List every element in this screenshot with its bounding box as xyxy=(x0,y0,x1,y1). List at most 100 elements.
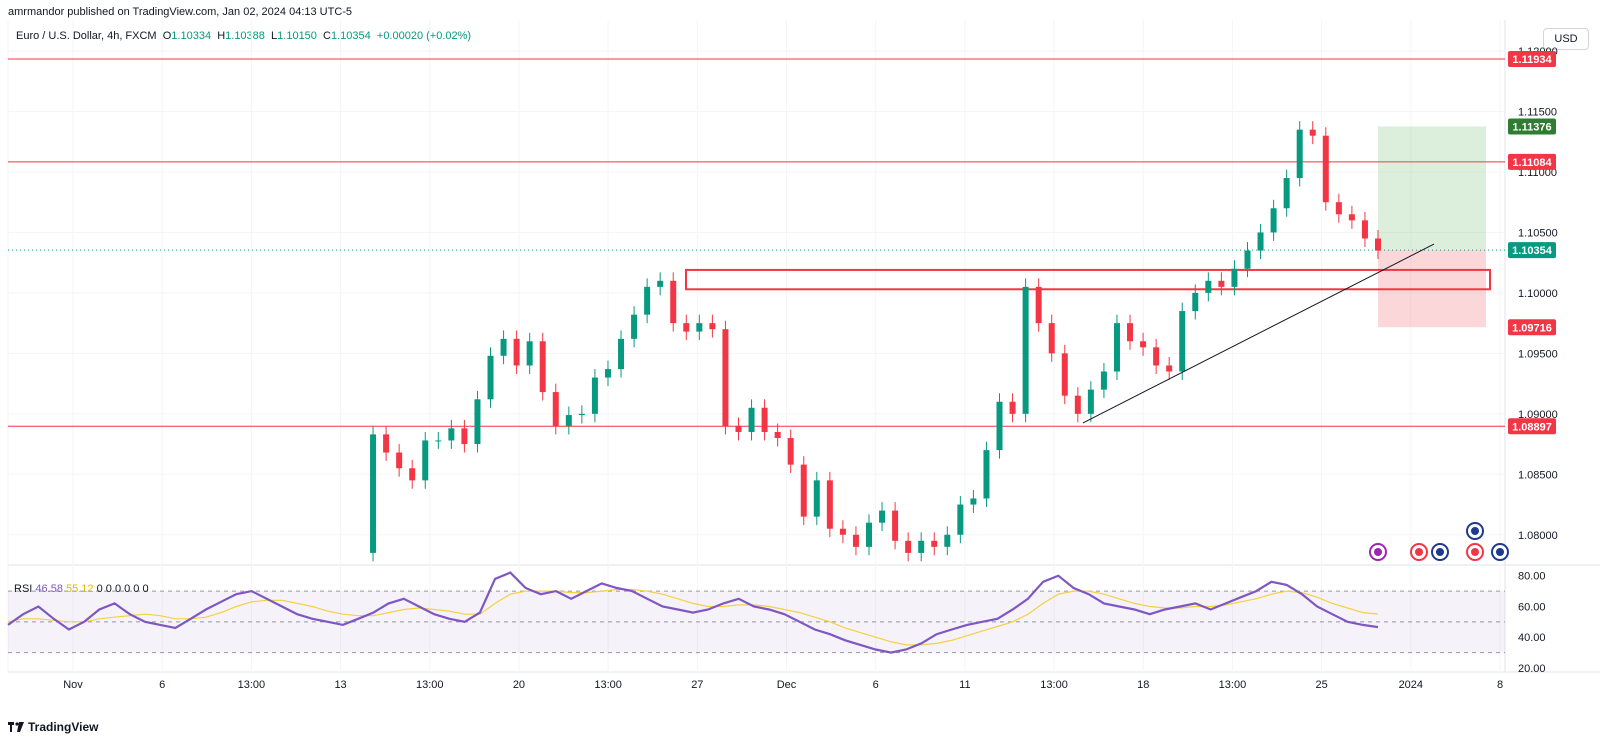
candle-body xyxy=(644,286,651,315)
candle-body xyxy=(383,434,390,453)
candle-body xyxy=(1296,129,1303,179)
time-tick-label: 13:00 xyxy=(1219,679,1247,691)
change-value: +0.00020 (+0.02%) xyxy=(376,30,472,42)
price-tick-label: 1.08000 xyxy=(1518,530,1558,542)
candle-body xyxy=(461,428,468,445)
time-tick-label: 13:00 xyxy=(416,679,444,691)
time-tick-label: 27 xyxy=(691,679,703,691)
candle-body xyxy=(866,522,872,547)
eu-flag-icon-dot xyxy=(1471,527,1479,535)
price-tick-label: 1.11500 xyxy=(1518,107,1557,119)
candle-body xyxy=(826,480,833,529)
candle-body xyxy=(1309,129,1316,136)
currency-button[interactable]: USD xyxy=(1543,28,1589,50)
candle-body xyxy=(1192,292,1199,312)
price-tag-sl xyxy=(1508,319,1556,336)
candle-body xyxy=(657,280,664,287)
price-tag-level xyxy=(1508,418,1556,435)
candle-body xyxy=(1113,323,1120,372)
candle-body xyxy=(748,407,755,432)
candle-body xyxy=(905,540,912,553)
candle-body xyxy=(787,438,794,465)
candle-body xyxy=(1375,238,1381,251)
low-value: 1.10150 xyxy=(277,30,317,42)
candle-body xyxy=(578,413,585,416)
price-tag-last xyxy=(1508,242,1556,259)
price-tick-label: 1.09000 xyxy=(1518,409,1558,421)
time-tick-label: 20 xyxy=(513,679,525,691)
rsi-ma-line xyxy=(7,588,1379,646)
candle-body xyxy=(970,498,977,505)
candle-body xyxy=(800,464,807,517)
candle-body xyxy=(1022,286,1029,414)
candle-body xyxy=(1231,268,1238,287)
candle-body xyxy=(1074,395,1081,414)
high-label: H xyxy=(217,30,226,42)
low-label: L xyxy=(271,30,278,42)
publisher-line: amrmandor published on TradingView.com, … xyxy=(8,6,353,18)
candle-body xyxy=(474,399,481,445)
candle-body xyxy=(591,377,598,414)
take-profit-zone xyxy=(1378,126,1486,251)
open-value: 1.10334 xyxy=(171,30,212,42)
price-tag-label: 1.11934 xyxy=(1512,54,1552,66)
time-tick-label: 11 xyxy=(959,679,970,691)
candle-body xyxy=(1048,323,1055,354)
candle-body xyxy=(487,355,494,400)
candle-body xyxy=(918,540,925,553)
candle-body xyxy=(604,369,611,378)
lightning-icon-dot xyxy=(1374,548,1382,556)
candle-body xyxy=(448,428,455,441)
rsi-tick-label: 80.00 xyxy=(1518,571,1546,583)
candle-body xyxy=(500,338,507,356)
time-tick-label: 2024 xyxy=(1399,679,1423,691)
candle-body xyxy=(813,480,820,517)
candle-body xyxy=(1257,232,1264,251)
candle-body xyxy=(1166,365,1173,372)
candle-body xyxy=(1140,341,1147,348)
time-tick-label: 8 xyxy=(1497,679,1503,691)
rsi-label: RSI xyxy=(14,583,33,595)
candle-body xyxy=(1335,202,1342,215)
price-tag-label: 1.09716 xyxy=(1512,322,1552,334)
candle-body xyxy=(539,341,546,393)
price-tag-tp xyxy=(1508,118,1556,135)
candle-body xyxy=(761,407,768,432)
candle-body xyxy=(852,534,859,547)
time-tick-label: 6 xyxy=(159,679,165,691)
price-tag-level xyxy=(1508,153,1556,170)
candle-body xyxy=(422,440,429,481)
price-tick-label: 1.10000 xyxy=(1518,288,1558,300)
candle-body xyxy=(1205,280,1212,293)
candle-body xyxy=(957,504,964,535)
candle-body xyxy=(552,392,559,426)
candle-body xyxy=(722,329,729,426)
symbol-title: Euro / U.S. Dollar, 4h, FXCM xyxy=(16,30,157,42)
time-tick-label: 18 xyxy=(1137,679,1149,691)
candle-body xyxy=(396,452,403,469)
candle-body xyxy=(944,534,951,547)
candle-body xyxy=(1087,389,1094,414)
close-label: C xyxy=(323,30,331,42)
candle-body xyxy=(1244,250,1251,269)
tradingview-logo[interactable]: TradingView xyxy=(8,720,98,734)
price-tick-label: 1.08500 xyxy=(1518,469,1558,481)
price-tag-label: 1.11084 xyxy=(1512,157,1552,169)
rsi-extra-values: 0 0 0 0 0 0 xyxy=(96,583,149,595)
candle-body xyxy=(370,434,377,553)
candle-body xyxy=(735,425,742,432)
candle-body xyxy=(1348,214,1355,221)
candle-body xyxy=(526,341,533,366)
candle-body xyxy=(1100,371,1107,390)
price-tick-label: 1.09500 xyxy=(1518,348,1558,360)
candle-body xyxy=(1127,323,1134,342)
candle-body xyxy=(892,510,899,541)
price-tag-label: 1.10354 xyxy=(1512,245,1553,257)
time-tick-label: 13:00 xyxy=(1040,679,1068,691)
candle-body xyxy=(1361,220,1368,239)
candle-body xyxy=(879,510,886,523)
candle-body xyxy=(1283,178,1290,209)
open-label: O xyxy=(162,30,172,42)
candle-body xyxy=(983,450,990,499)
